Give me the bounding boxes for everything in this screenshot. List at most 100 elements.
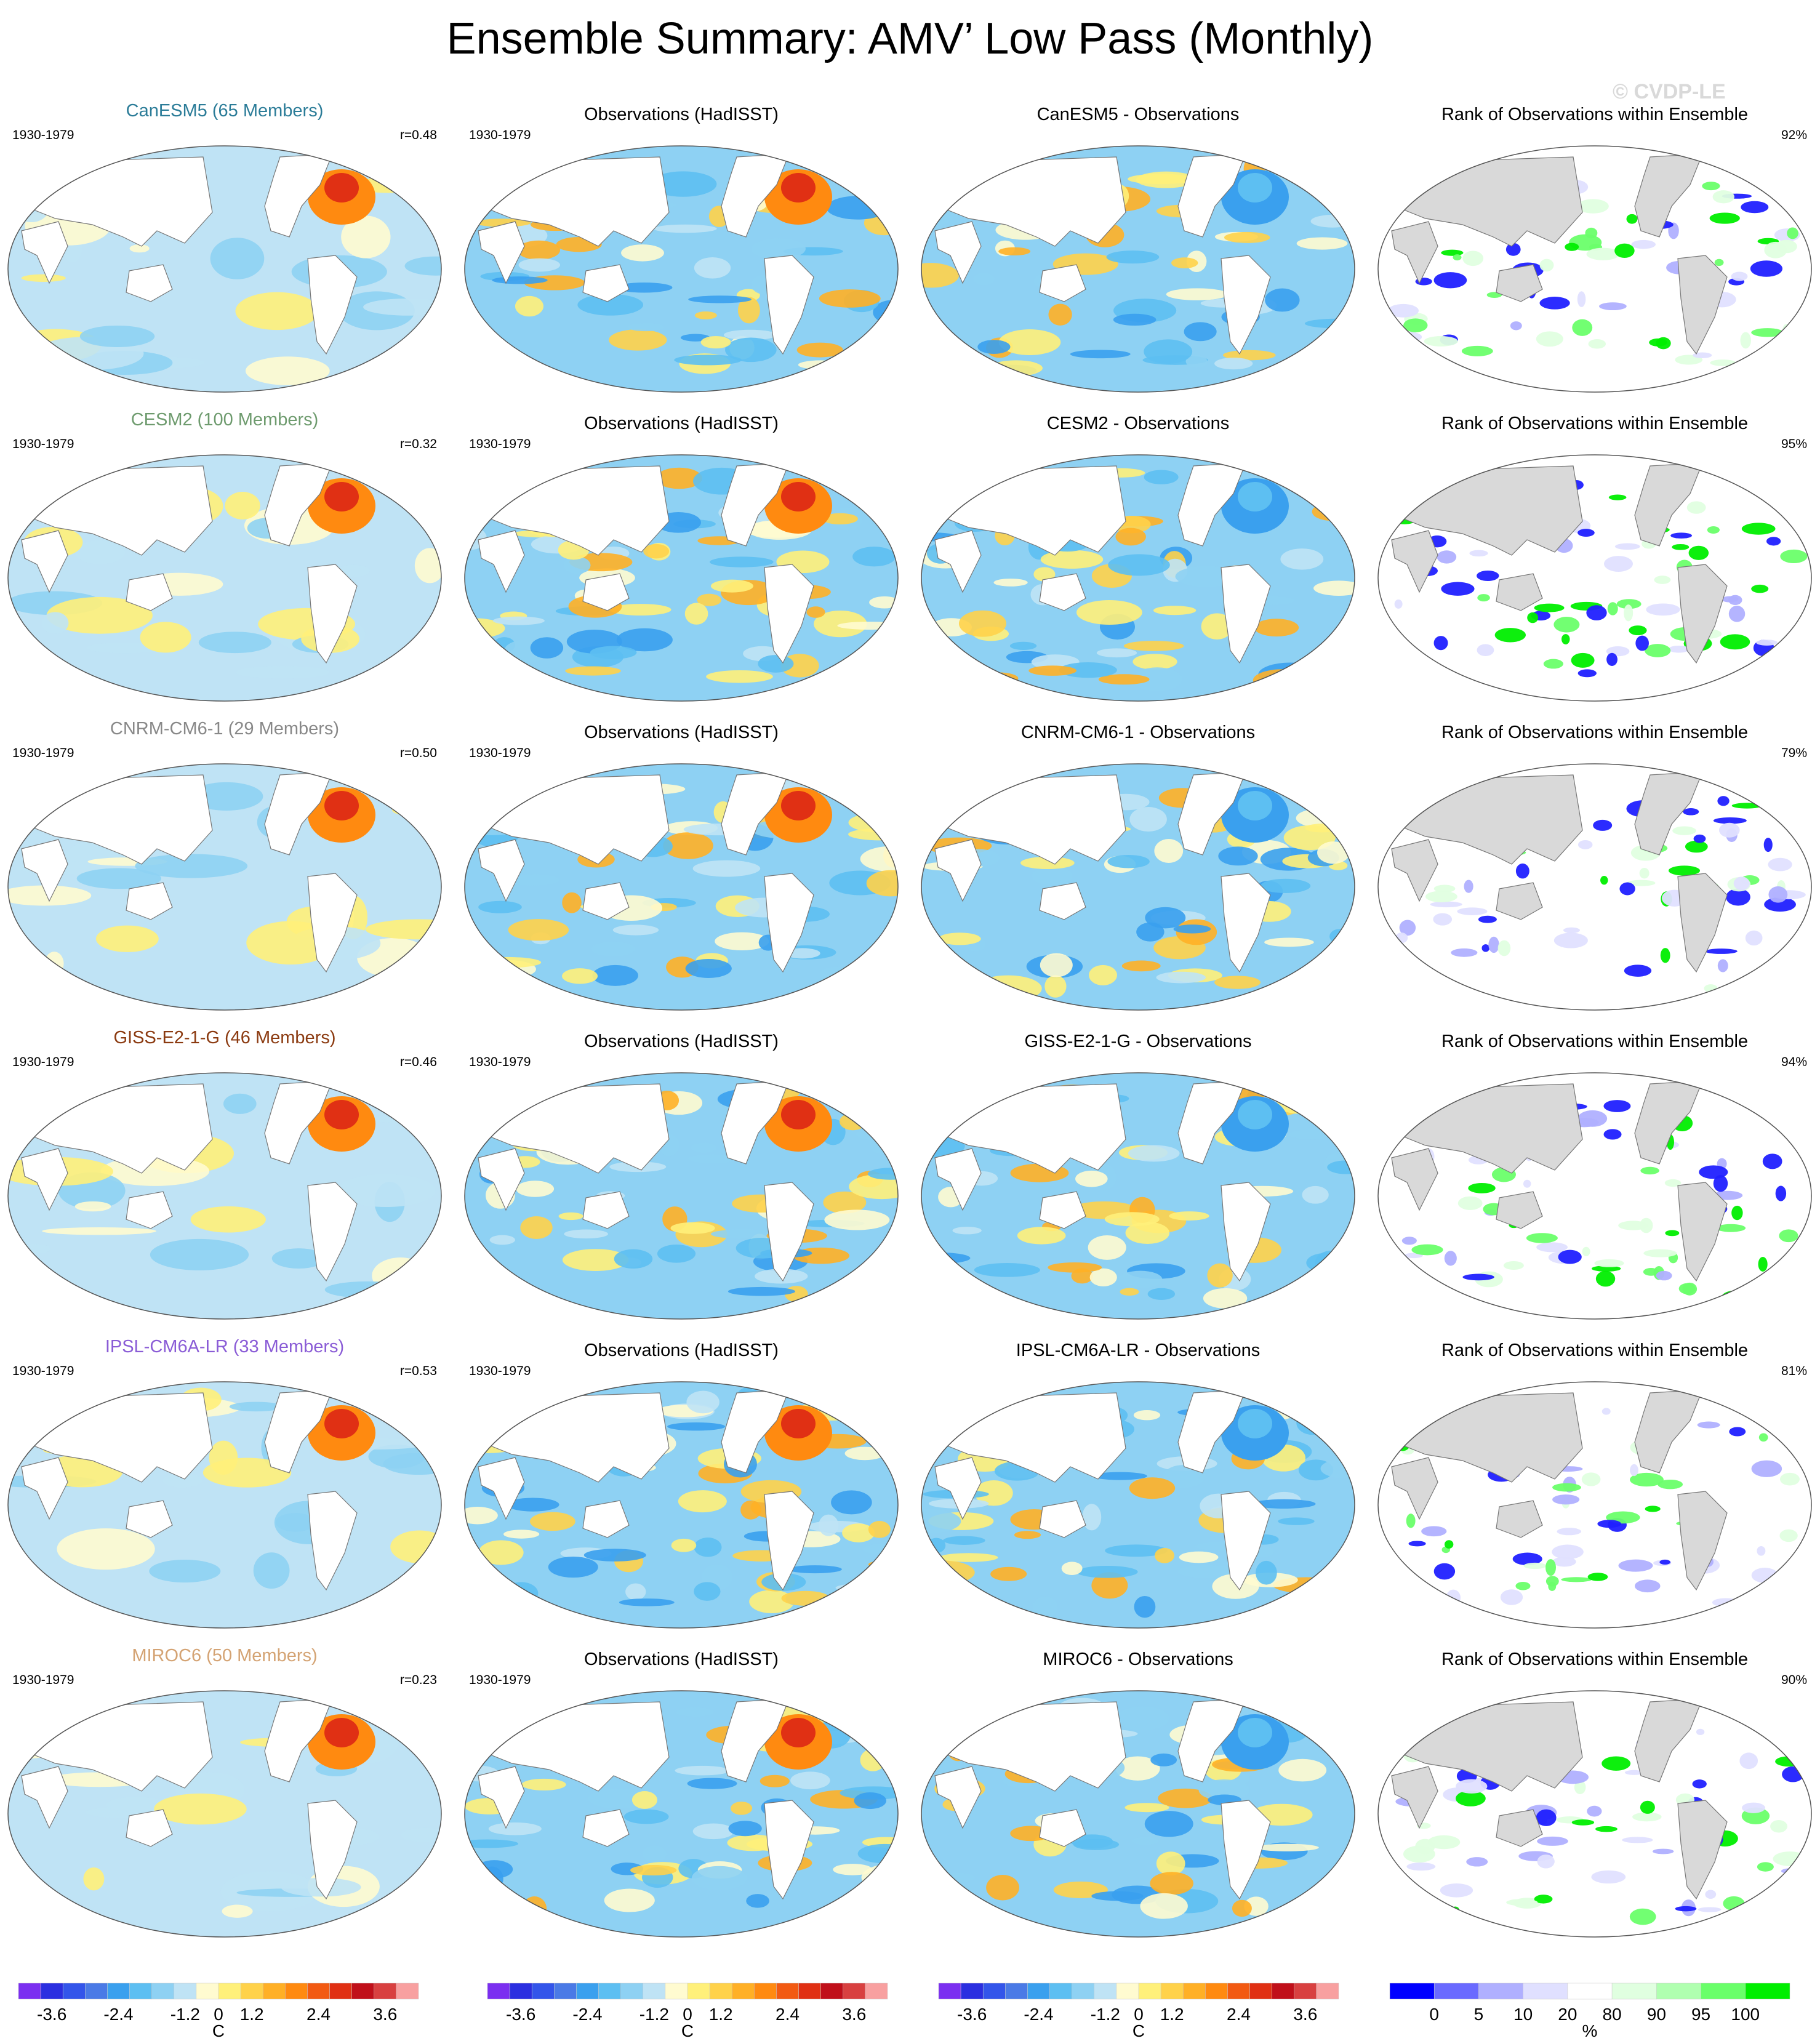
model-map [7,1381,442,1629]
colorbar-swatch [1049,1983,1072,2000]
diff-panel: CNRM-CM6-1 - Observations [913,710,1363,1019]
colorbar-swatch [1567,1983,1613,2000]
colorbar-swatch [1272,1983,1295,2000]
colorbar-swatch [351,1983,375,2000]
period-label: 1930-1979 [469,128,531,142]
colorbar-swatch [1389,1983,1435,2000]
correlation-label: r=0.53 [399,1364,437,1378]
colorbar-swatch [1701,1983,1746,2000]
colorbar-tick-label: 5 [1474,2005,1484,2024]
colorbar-swatch [1182,1983,1206,2000]
rank-title: Rank of Observations within Ensemble [1441,1032,1749,1051]
period-label: 1930-1979 [12,1673,74,1687]
rank-percent-label: 94% [1781,1055,1807,1069]
period-label: 1930-1979 [469,746,531,760]
colorbar-tick-label: 2.4 [776,2005,800,2024]
colorbar-tick-label: 20 [1558,2005,1577,2024]
period-label: 1930-1979 [12,437,74,451]
diff-map [921,454,1355,702]
diff-panel: CESM2 - Observations [913,401,1363,710]
model-title: IPSL-CM6A-LR (33 Members) [105,1337,345,1357]
obs-map [464,1381,899,1629]
colorbar-tick-label: 3.6 [373,2005,397,2024]
rank-title: Rank of Observations within Ensemble [1441,105,1749,124]
correlation-label: r=0.23 [399,1673,437,1687]
period-label: 1930-1979 [12,128,74,142]
rank-panel: Rank of Observations within Ensemble 92% [1370,92,1819,401]
colorbar-swatch [262,1983,286,2000]
rank-panel: Rank of Observations within Ensemble 90% [1370,1637,1819,1946]
colorbar-swatch [820,1983,844,2000]
colorbar-swatch [776,1983,799,2000]
colorbar-tick-label: -2.4 [103,2005,133,2024]
colorbar-swatch [487,1983,510,2000]
diff-panel: GISS-E2-1-G - Observations [913,1019,1363,1328]
colorbar-tick-label: -1.2 [170,2005,200,2024]
colorbar-tick-label: 2.4 [307,2005,331,2024]
obs-title: Observations (HadISST) [584,1341,779,1360]
colorbar-swatch [1249,1983,1272,2000]
colorbar-swatch [1094,1983,1117,2000]
colorbar-tick-label: 90 [1647,2005,1666,2024]
colorbar-swatch [374,1983,397,2000]
colorbar-swatch [1433,1983,1479,2000]
colorbar-swatch [731,1983,755,2000]
colorbar-swatch [174,1983,197,2000]
colorbar-swatch [1116,1983,1139,2000]
colorbar-tick-label: -3.6 [506,2005,535,2024]
colorbar-tick-label: 3.6 [842,2005,866,2024]
rank-map [1377,454,1812,702]
colorbar-swatch [1523,1983,1568,2000]
diff-panel: IPSL-CM6A-LR - Observations [913,1328,1363,1637]
rank-percent-label: 81% [1781,1364,1807,1378]
rank-map [1377,1072,1812,1320]
period-label: 1930-1979 [469,1055,531,1069]
colorbar-swatch [129,1983,152,2000]
rank-panel: Rank of Observations within Ensemble 81% [1370,1328,1819,1637]
colorbar-tick-label: 1.2 [240,2005,264,2024]
colorbar-swatch [865,1983,888,2000]
rank-panel: Rank of Observations within Ensemble 95% [1370,401,1819,710]
rank-title: Rank of Observations within Ensemble [1441,723,1749,742]
page-title: Ensemble Summary: AMV’ Low Pass (Monthly… [446,14,1374,63]
model-title: MIROC6 (50 Members) [132,1646,318,1666]
sst-colorbar-1: -3.6 -2.4 -1.2 0 1.2 2.4 3.6 C [481,1977,912,2039]
colorbar-tick-label: 1.2 [1160,2005,1184,2024]
correlation-label: r=0.32 [399,437,437,451]
colorbar-swatch [938,1983,961,2000]
diff-map [921,1690,1355,1938]
diff-map [921,145,1355,393]
colorbar-swatch [960,1983,984,2000]
obs-map [464,145,899,393]
rank-panel: Rank of Observations within Ensemble 79% [1370,710,1819,1019]
model-map [7,1690,442,1938]
model-title: CNRM-CM6-1 (29 Members) [110,719,340,739]
colorbar-swatch [1611,1983,1657,2000]
colorbar-swatch [554,1983,577,2000]
colorbar-tick-label: -1.2 [1091,2005,1120,2024]
colorbar-swatch [576,1983,599,2000]
colorbar-swatch [107,1983,130,2000]
rank-percent-label: 90% [1781,1673,1807,1687]
colorbar-swatch [1005,1983,1028,2000]
model-panel: GISS-E2-1-G (46 Members) 1930-1979 r=0.46 [0,1019,449,1328]
colorbar-tick-label: 95 [1691,2005,1710,2024]
diff-map [921,1381,1355,1629]
colorbar-tick-label: 100 [1731,2005,1760,2024]
model-panel: CESM2 (100 Members) 1930-1979 r=0.32 [0,401,449,710]
colorbar-unit: % [1582,2021,1598,2039]
model-map [7,145,442,393]
obs-panel: Observations (HadISST) 1930-1979 [457,401,906,710]
colorbar-swatch [1316,1983,1339,2000]
colorbar-tick-label: 0 [214,2005,223,2024]
rank-map [1377,1381,1812,1629]
model-panel: CanESM5 (65 Members) 1930-1979 r=0.48 [0,92,449,401]
colorbar-swatch [1294,1983,1317,2000]
colorbar-tick-label: 80 [1603,2005,1622,2024]
colorbar-swatch [509,1983,532,2000]
diff-map [921,1072,1355,1320]
diff-title: GISS-E2-1-G - Observations [1024,1032,1252,1051]
colorbar-swatch [709,1983,732,2000]
colorbar-swatch [531,1983,555,2000]
colorbar-tick-label: -3.6 [957,2005,987,2024]
